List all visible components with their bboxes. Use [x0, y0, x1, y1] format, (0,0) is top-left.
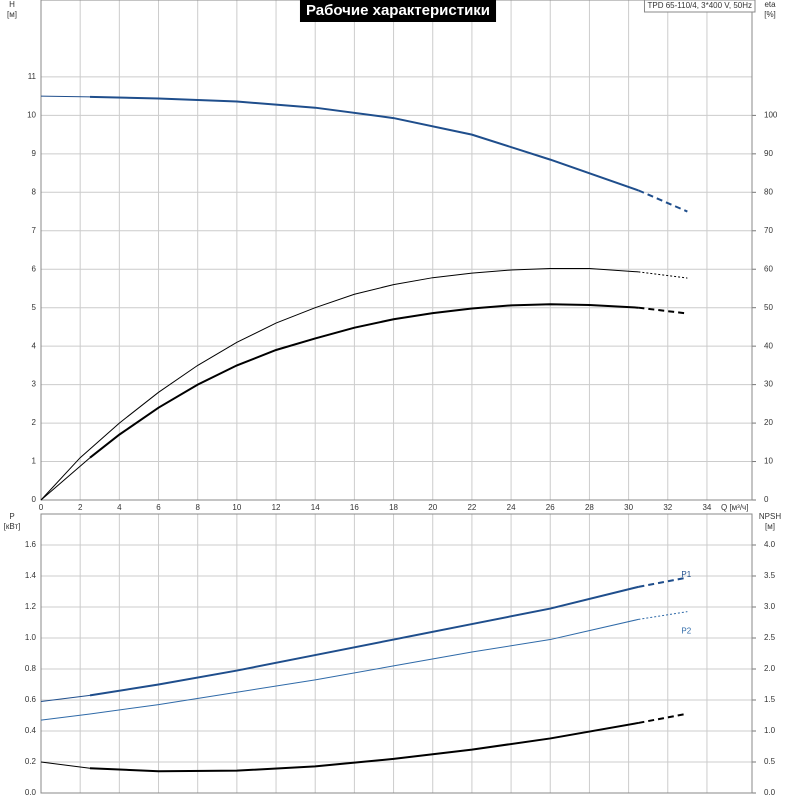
x-tick-label: 26	[546, 503, 555, 512]
data-line	[89, 721, 639, 773]
x-tick-label: 32	[663, 503, 672, 512]
data-line	[40, 95, 90, 98]
x-tick-label: 4	[117, 503, 122, 512]
subtitle-box	[643, 0, 756, 13]
y-tick-label: 8	[32, 187, 37, 196]
y-tick-label: 1	[32, 457, 37, 466]
y-tick-label: 4	[32, 341, 37, 350]
y-tick-label: 1.2	[25, 602, 37, 611]
y-axis-unit: [м]	[7, 10, 17, 19]
subtitle: TPD 65-110/4, 3*400 V, 50Hz	[647, 1, 752, 10]
y-tick-label: 0.6	[25, 695, 37, 704]
x-tick-label: 28	[585, 503, 594, 512]
y2-tick-label: 30	[764, 380, 773, 389]
data-line	[638, 271, 688, 279]
plot-frame	[40, 0, 753, 501]
series-label: P2	[681, 627, 691, 636]
y2-axis-label: NPSH	[759, 512, 781, 521]
x-tick-label: 6	[156, 503, 161, 512]
series-label: P1	[681, 570, 691, 579]
y2-axis-unit: [м]	[765, 522, 775, 531]
x-tick-label: 20	[428, 503, 437, 512]
y-tick-label: 0.0	[25, 788, 37, 797]
data-line	[638, 189, 688, 213]
y-tick-label: 11	[28, 72, 37, 81]
y-tick-label: 6	[32, 264, 37, 273]
y-tick-label: 1.4	[25, 571, 37, 580]
y-tick-label: 9	[32, 149, 37, 158]
y2-tick-label: 10	[764, 457, 773, 466]
y2-tick-label: 100	[764, 110, 778, 119]
x-tick-label: 0	[39, 503, 44, 512]
y2-tick-label: 50	[764, 303, 773, 312]
y2-tick-label: 60	[764, 264, 773, 273]
x-axis-label: Q [м³/ч]	[721, 503, 748, 512]
chart-title: Рабочие характеристики	[306, 2, 490, 19]
y2-tick-label: 20	[764, 418, 773, 427]
y2-tick-label: 40	[764, 341, 773, 350]
data-line	[40, 694, 91, 703]
x-tick-label: 12	[272, 503, 281, 512]
y-tick-label: 2	[32, 418, 37, 427]
y2-tick-label: 0	[764, 495, 769, 504]
y-tick-label: 3	[32, 380, 37, 389]
y-tick-label: 0.4	[25, 726, 37, 735]
y-tick-label: 1.6	[25, 540, 37, 549]
y2-tick-label: 1.0	[764, 726, 776, 735]
title-box	[299, 0, 497, 22]
y-tick-label: 5	[32, 303, 37, 312]
y-axis-label: H	[9, 0, 15, 9]
data-line	[40, 457, 91, 501]
x-tick-label: 2	[78, 503, 83, 512]
y-tick-label: 0	[32, 495, 37, 504]
data-line	[89, 95, 639, 192]
y2-tick-label: 4.0	[764, 540, 776, 549]
data-line	[89, 585, 639, 697]
y2-tick-label: 70	[764, 226, 773, 235]
y-tick-label: 0.2	[25, 757, 37, 766]
x-tick-label: 14	[311, 503, 320, 512]
y2-tick-label: 90	[764, 149, 773, 158]
x-tick-label: 10	[232, 503, 241, 512]
y2-tick-label: 3.0	[764, 602, 776, 611]
y2-tick-label: 2.0	[764, 664, 776, 673]
y2-tick-label: 0.5	[764, 757, 776, 766]
y2-tick-label: 2.5	[764, 633, 776, 642]
x-tick-label: 24	[507, 503, 516, 512]
y2-axis-unit: [%]	[764, 10, 776, 19]
data-line	[638, 712, 688, 724]
x-tick-label: 34	[702, 503, 711, 512]
plot-frame	[40, 513, 753, 794]
data-line	[40, 267, 639, 501]
data-line	[40, 761, 91, 769]
y-tick-label: 10	[27, 110, 36, 119]
y2-tick-label: 80	[764, 187, 773, 196]
x-tick-label: 16	[350, 503, 359, 512]
data-line	[638, 306, 688, 315]
y-tick-label: 1.0	[25, 633, 37, 642]
x-tick-label: 8	[195, 503, 200, 512]
data-line	[40, 618, 639, 721]
y-tick-label: 7	[32, 226, 37, 235]
y-tick-label: 0.8	[25, 664, 37, 673]
y2-tick-label: 0.0	[764, 788, 776, 797]
y-axis-label: P	[9, 512, 14, 521]
y2-tick-label: 1.5	[764, 695, 776, 704]
y2-tick-label: 3.5	[764, 571, 776, 580]
x-tick-label: 22	[467, 503, 476, 512]
data-line	[638, 611, 688, 620]
data-line	[638, 576, 688, 588]
y2-axis-label: eta	[764, 0, 776, 9]
x-tick-label: 18	[389, 503, 398, 512]
y-axis-unit: [кВт]	[4, 522, 21, 531]
x-tick-label: 30	[624, 503, 633, 512]
data-line	[89, 303, 639, 459]
